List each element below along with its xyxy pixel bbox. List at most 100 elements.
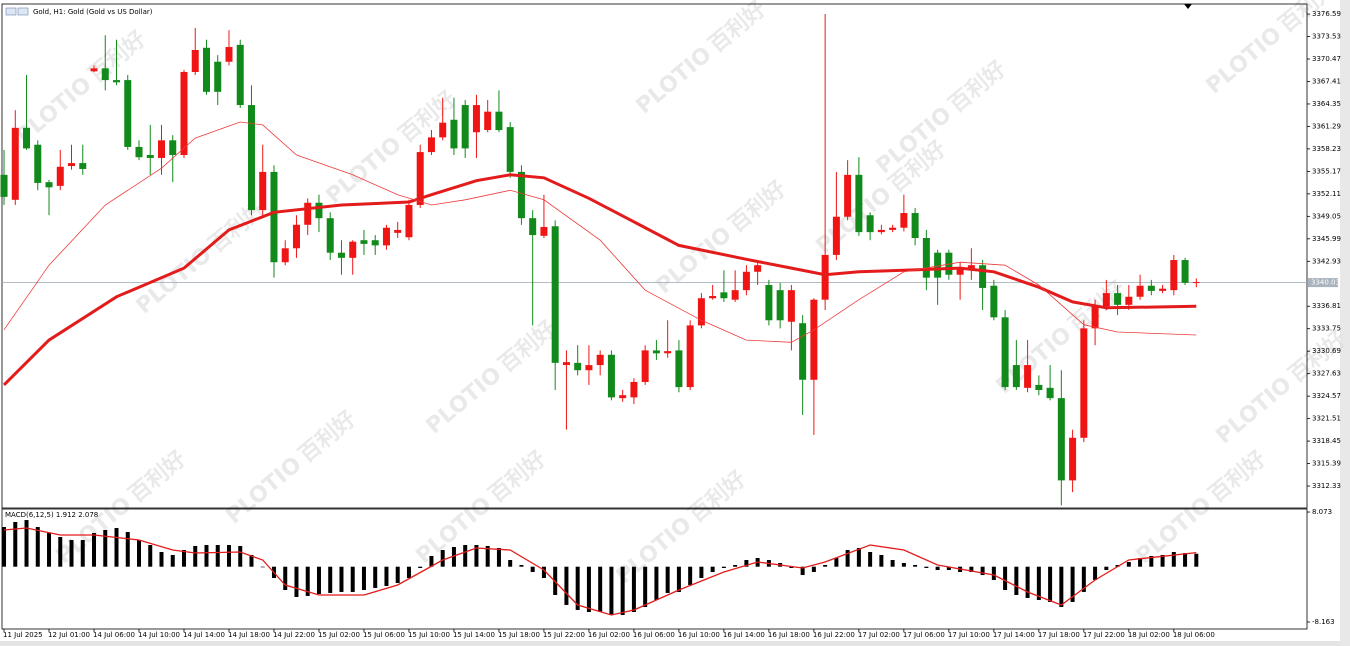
- candle-body: [259, 171, 267, 211]
- candle-body: [922, 238, 930, 278]
- candle-body: [686, 325, 694, 388]
- candle-body: [709, 296, 717, 299]
- macd-bar: [1104, 566, 1109, 571]
- macd-bar: [305, 566, 310, 596]
- macd-bar: [451, 546, 456, 567]
- macd-bar: [620, 566, 625, 615]
- candle-body: [405, 204, 413, 238]
- macd-bar: [159, 552, 164, 567]
- macd-bar: [575, 566, 580, 610]
- candle-body: [146, 155, 154, 158]
- candle-body: [461, 105, 469, 149]
- candle-body: [45, 182, 53, 188]
- macd-bar: [361, 566, 366, 590]
- candle-body: [945, 252, 953, 275]
- candle-body: [349, 241, 357, 258]
- macd-bar: [24, 520, 29, 567]
- macd-bar: [474, 545, 479, 567]
- side-strip: [1340, 0, 1350, 646]
- macd-bar: [1036, 566, 1041, 601]
- candle-body: [472, 105, 480, 133]
- candle-body: [56, 166, 64, 186]
- candle-body: [360, 240, 368, 244]
- candle-body: [844, 174, 852, 217]
- macd-bar: [92, 533, 97, 567]
- macd-bar: [137, 540, 142, 567]
- candle-body: [68, 163, 76, 167]
- x-tick-label: 18 Jul 06:00: [1173, 631, 1215, 639]
- candle-body: [1192, 282, 1200, 284]
- y-tick-label: 3321.51: [1312, 415, 1341, 423]
- candle-body: [214, 61, 222, 92]
- x-tick-label: 15 Jul 14:00: [453, 631, 495, 639]
- candle-body: [427, 137, 435, 153]
- macd-bar: [800, 566, 805, 576]
- candle-body: [337, 252, 345, 258]
- macd-bar: [744, 559, 749, 567]
- macd-bar: [1093, 566, 1098, 580]
- y-tick-label: 3324.57: [1312, 392, 1341, 400]
- candle-body: [180, 72, 188, 156]
- macd-bar: [316, 566, 321, 594]
- macd-bar: [856, 548, 861, 567]
- candle-body: [1091, 306, 1099, 329]
- candle-body: [304, 202, 312, 225]
- candle-body: [889, 227, 897, 230]
- candle-body: [1147, 285, 1155, 291]
- candle-body: [11, 127, 19, 200]
- y-tick-label: 3361.29: [1312, 122, 1341, 130]
- x-tick-label: 17 Jul 06:00: [903, 631, 945, 639]
- candle-body: [1114, 293, 1122, 305]
- macd-bar: [890, 559, 895, 567]
- candle-body: [641, 350, 649, 382]
- candle-body: [675, 350, 683, 388]
- macd-title: MACD(6,12,5) 1.912 2.078: [5, 511, 98, 519]
- macd-bar: [519, 565, 524, 567]
- candle-body: [821, 254, 829, 300]
- candle-body: [1024, 365, 1032, 388]
- candle-body: [979, 265, 987, 288]
- line: [3, 527, 1197, 616]
- macd-bar: [1194, 553, 1199, 567]
- macd-bar: [485, 545, 490, 567]
- current-price-label: 3340.03: [1311, 279, 1340, 287]
- candle-body: [810, 299, 818, 380]
- macd-bar: [586, 566, 591, 613]
- x-tick-label: 14 Jul 10:00: [138, 631, 180, 639]
- candle-body: [911, 213, 919, 239]
- macd-frame: [1, 508, 1308, 630]
- x-tick-label: 17 Jul 02:00: [858, 631, 900, 639]
- candle-body: [382, 227, 390, 246]
- macd-bar: [148, 545, 153, 567]
- macd-bar: [395, 566, 400, 584]
- macd-bar: [1149, 555, 1154, 567]
- macd-bar: [733, 565, 738, 567]
- candle-body: [1069, 437, 1077, 481]
- candle-body: [484, 111, 492, 131]
- candle-body: [607, 354, 615, 398]
- candle-body: [450, 119, 458, 149]
- candle-body: [1080, 328, 1088, 438]
- candle-body: [416, 152, 424, 205]
- macd-bar: [193, 545, 198, 567]
- candle-body: [967, 265, 975, 271]
- candle-body: [1102, 293, 1110, 307]
- candle-body: [731, 290, 739, 300]
- line: [2, 173, 1197, 386]
- candle-body: [292, 224, 300, 249]
- macd-bar: [114, 528, 119, 567]
- macd-bar: [991, 566, 996, 580]
- x-tick-label: 17 Jul 22:00: [1083, 631, 1125, 639]
- macd-bar: [654, 566, 659, 601]
- candle-body: [540, 226, 548, 236]
- candle-body: [619, 395, 627, 399]
- chart-title: Gold, H1: Gold (Gold vs US Dollar): [33, 8, 153, 16]
- macd-bar: [901, 562, 906, 567]
- macd-bar: [260, 566, 265, 568]
- x-tick-label: 16 Jul 22:00: [813, 631, 855, 639]
- macd-bar: [204, 545, 209, 567]
- macd-bar: [699, 566, 704, 579]
- macd-bar: [789, 566, 794, 568]
